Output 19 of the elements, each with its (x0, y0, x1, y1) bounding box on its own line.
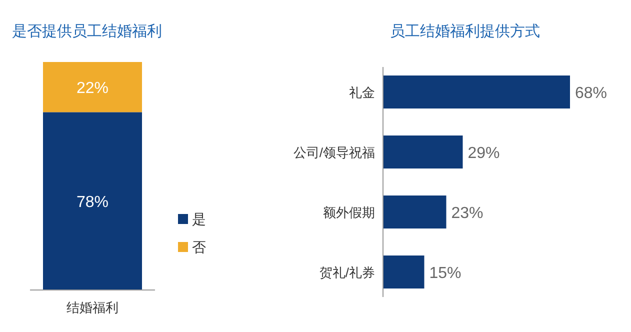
data-label: 68% (575, 85, 608, 102)
bar (383, 136, 463, 168)
y-tick-label: 礼金 (349, 85, 375, 100)
legend-label: 否 (192, 239, 206, 255)
bar (383, 76, 570, 108)
y-tick-label: 公司/领导祝福 (293, 145, 375, 160)
data-label: 29% (468, 145, 500, 162)
x-tick-label: 结婚福利 (66, 300, 118, 315)
chart-title: 员工结婚福利提供方式 (390, 23, 540, 40)
legend-label: 是 (192, 211, 206, 227)
y-tick-label: 贺礼/礼券 (319, 265, 375, 280)
data-label: 22% (76, 80, 109, 98)
bar (383, 256, 424, 288)
y-tick-label: 额外假期 (323, 205, 375, 220)
data-label: 23% (451, 205, 484, 222)
data-label: 78% (76, 194, 109, 212)
bar (383, 196, 446, 228)
chart-title: 是否提供员工结婚福利 (12, 23, 162, 40)
data-label: 15% (429, 265, 462, 282)
